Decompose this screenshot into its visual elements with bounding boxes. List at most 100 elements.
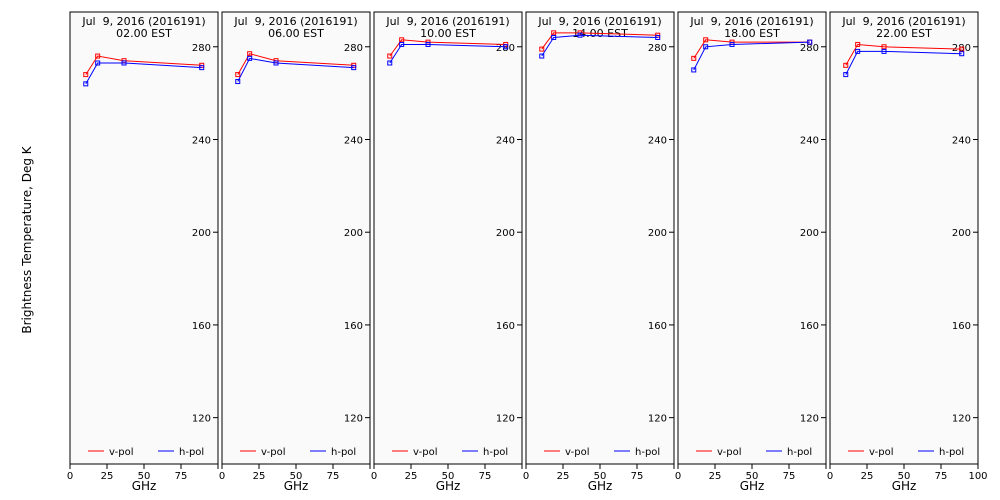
data-point-v-pol: [235, 72, 241, 78]
data-point-v-pol: [855, 41, 861, 47]
x-tick-label: 75: [327, 471, 340, 482]
panel-2: Jul 9, 2016 (2016191)06.00 EST 120 160 200 2…: [219, 11, 371, 493]
legend-label-h-pol: h-pol: [483, 447, 508, 458]
panel-title-date: Jul 9, 2016 (2016191): [81, 15, 205, 28]
panel-5: Jul 9, 2016 (2016191)18.00 EST 120 160 200 2…: [675, 11, 827, 493]
y-tick-label: 120: [192, 414, 211, 425]
y-tick-label: 160: [192, 321, 211, 332]
data-point-v-pol: [83, 72, 89, 78]
y-tick-label: 120: [952, 414, 971, 425]
data-point-v-pol: [387, 53, 393, 59]
data-point-v-pol: [551, 30, 557, 36]
x-axis-label: GHz: [132, 479, 157, 493]
x-tick-label: 50: [442, 471, 455, 482]
x-tick-label: 25: [557, 471, 570, 482]
panel-1: Jul 9, 2016 (2016191)02.00 EST 120 160 200 2…: [67, 11, 219, 493]
x-tick-label: 100: [968, 471, 987, 482]
x-tick-label: 25: [861, 471, 874, 482]
panel-title-time: 10.00 EST: [420, 27, 476, 40]
y-tick-label: 160: [496, 321, 515, 332]
data-point-h-pol: [425, 41, 431, 47]
data-point-h-pol: [539, 53, 545, 59]
data-point-h-pol: [691, 67, 697, 73]
panel-title-time: 22.00 EST: [876, 27, 932, 40]
x-tick-label: 75: [175, 471, 188, 482]
y-tick-label: 240: [344, 135, 363, 146]
y-tick-label: 200: [800, 228, 819, 239]
panel-title-date: Jul 9, 2016 (2016191): [537, 15, 661, 28]
series-line-v-pol: [693, 39, 810, 59]
series-line-v-pol: [237, 53, 354, 75]
panel-title-time: 18.00 EST: [724, 27, 780, 40]
data-point-h-pol: [655, 34, 661, 40]
x-axis-label: GHz: [740, 479, 765, 493]
plot-frame: [221, 11, 371, 465]
data-point-v-pol: [881, 44, 887, 50]
data-point-h-pol: [199, 65, 205, 71]
panel-title-date: Jul 9, 2016 (2016191): [689, 15, 813, 28]
x-axis-label: GHz: [588, 479, 613, 493]
data-point-h-pol: [247, 55, 253, 61]
y-tick-label: 160: [648, 321, 667, 332]
data-point-h-pol: [399, 41, 405, 47]
series-line-v-pol: [541, 32, 658, 50]
data-point-v-pol: [539, 46, 545, 52]
data-point-h-pol: [95, 60, 101, 66]
y-axis-label: Brightness Temperature, Deg K: [20, 145, 34, 333]
x-tick-label: 50: [594, 471, 607, 482]
legend-label-v-pol: v-pol: [717, 447, 742, 458]
plot-frame: [525, 11, 675, 465]
x-tick-label: 50: [746, 471, 759, 482]
x-axis-label: GHz: [284, 479, 309, 493]
y-tick-label: 200: [192, 228, 211, 239]
y-tick-label: 280: [952, 43, 971, 54]
data-point-v-pol: [399, 37, 405, 43]
series-line-h-pol: [693, 41, 810, 71]
legend-label-v-pol: v-pol: [109, 447, 134, 458]
y-tick-label: 240: [952, 135, 971, 146]
y-tick-label: 200: [344, 228, 363, 239]
y-tick-label: 240: [496, 135, 515, 146]
panel-title-date: Jul 9, 2016 (2016191): [233, 15, 357, 28]
legend-label-v-pol: v-pol: [261, 447, 286, 458]
legend-label-h-pol: h-pol: [179, 447, 204, 458]
data-point-h-pol: [881, 48, 887, 54]
x-axis-label: GHz: [436, 479, 461, 493]
legend-label-v-pol: v-pol: [565, 447, 590, 458]
y-tick-label: 200: [648, 228, 667, 239]
panel-title-time: 06.00 EST: [268, 27, 324, 40]
data-point-h-pol: [551, 34, 557, 40]
y-tick-label: 280: [648, 43, 667, 54]
x-tick-label: 0: [675, 471, 681, 482]
panel-3: Jul 9, 2016 (2016191)10.00 EST 120 160 200 2…: [371, 11, 523, 493]
panel-title-date: Jul 9, 2016 (2016191): [841, 15, 965, 28]
legend-label-v-pol: v-pol: [413, 447, 438, 458]
x-tick-label: 75: [935, 471, 948, 482]
legend-label-h-pol: h-pol: [331, 447, 356, 458]
data-point-h-pol: [121, 60, 127, 66]
y-tick-label: 120: [800, 414, 819, 425]
data-point-h-pol: [577, 32, 583, 38]
y-tick-label: 240: [192, 135, 211, 146]
x-tick-label: 0: [523, 471, 529, 482]
panels: Jul 9, 2016 (2016191)02.00 EST1201602002…: [67, 11, 988, 493]
x-tick-label: 0: [827, 471, 833, 482]
y-tick-label: 240: [800, 135, 819, 146]
data-point-h-pol: [83, 81, 89, 87]
plot-frame: [677, 11, 827, 465]
y-tick-label: 160: [344, 321, 363, 332]
series-line-h-pol: [85, 62, 202, 85]
y-tick-label: 200: [496, 228, 515, 239]
series-line-v-pol: [845, 43, 962, 66]
y-tick-label: 200: [952, 228, 971, 239]
data-point-h-pol: [807, 39, 813, 45]
data-point-h-pol: [855, 48, 861, 54]
y-tick-label: 160: [952, 321, 971, 332]
x-tick-label: 75: [783, 471, 796, 482]
x-tick-label: 0: [67, 471, 73, 482]
y-tick-label: 280: [344, 43, 363, 54]
data-point-h-pol: [703, 44, 709, 50]
plot-frame: [373, 11, 523, 465]
y-tick-label: 280: [800, 43, 819, 54]
